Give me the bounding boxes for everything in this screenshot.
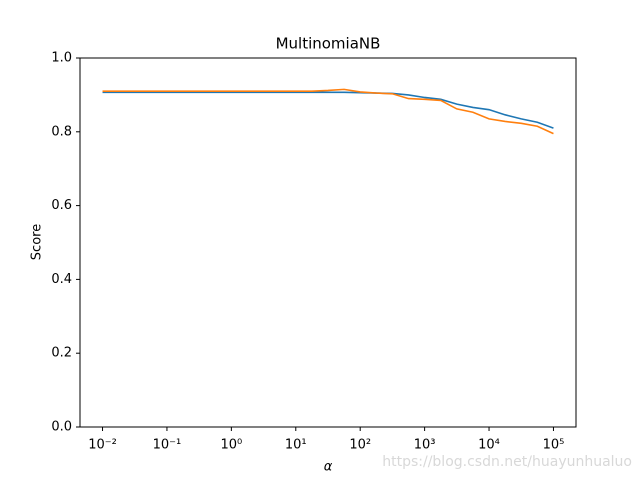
y-tick-label: 1.0 bbox=[51, 51, 72, 66]
x-tick-label: 10⁵ bbox=[543, 438, 565, 453]
y-tick-label: 0.6 bbox=[51, 198, 72, 213]
line-series bbox=[102, 91, 554, 129]
y-tick-label: 0.4 bbox=[51, 272, 72, 287]
x-axis-label: α bbox=[324, 460, 333, 475]
x-tick-label: 10⁴ bbox=[478, 438, 500, 453]
y-tick-label: 0.8 bbox=[51, 124, 72, 139]
y-tick-label: 0.2 bbox=[51, 346, 72, 361]
x-tick-label: 10² bbox=[349, 438, 371, 453]
x-tick-label: 10³ bbox=[414, 438, 436, 453]
x-tick-label: 10⁻¹ bbox=[153, 438, 182, 453]
watermark: https://blog.csdn.net/huayunhualuo bbox=[382, 454, 632, 470]
x-tick-label: 10⁻² bbox=[88, 438, 117, 453]
y-tick-label: 0.0 bbox=[51, 420, 72, 435]
plot-frame bbox=[79, 57, 577, 428]
x-tick-label: 10⁰ bbox=[220, 438, 242, 453]
line-series bbox=[102, 88, 554, 135]
x-tick-label: 10¹ bbox=[285, 438, 307, 453]
y-axis-label: Score bbox=[30, 224, 45, 260]
chart-title: MultinomiaNB bbox=[276, 35, 381, 53]
